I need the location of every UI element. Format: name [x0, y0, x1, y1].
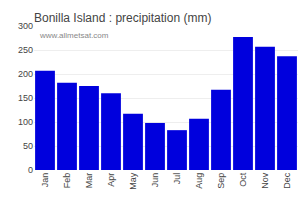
- svg-text:Mar: Mar: [84, 173, 94, 189]
- svg-text:0: 0: [28, 165, 33, 175]
- svg-text:Aug: Aug: [194, 173, 204, 189]
- svg-text:Jan: Jan: [40, 173, 50, 188]
- svg-text:50: 50: [23, 141, 33, 151]
- svg-text:Feb: Feb: [62, 173, 72, 189]
- svg-text:Dec: Dec: [282, 172, 292, 189]
- svg-text:May: May: [128, 172, 138, 190]
- svg-text:Jun: Jun: [150, 173, 160, 188]
- svg-text:Sep: Sep: [216, 173, 226, 189]
- svg-text:100: 100: [18, 117, 33, 127]
- svg-text:Oct: Oct: [238, 172, 248, 187]
- svg-text:200: 200: [18, 69, 33, 79]
- svg-text:250: 250: [18, 45, 33, 55]
- svg-text:Bonilla Island : precipitation: Bonilla Island : precipitation (mm): [34, 11, 211, 25]
- svg-text:Apr: Apr: [106, 173, 116, 187]
- svg-text:Jul: Jul: [172, 173, 182, 185]
- svg-text:www.allmetsat.com: www.allmetsat.com: [39, 31, 109, 40]
- svg-text:Nov: Nov: [260, 172, 270, 189]
- svg-text:150: 150: [18, 93, 33, 103]
- svg-text:300: 300: [18, 21, 33, 31]
